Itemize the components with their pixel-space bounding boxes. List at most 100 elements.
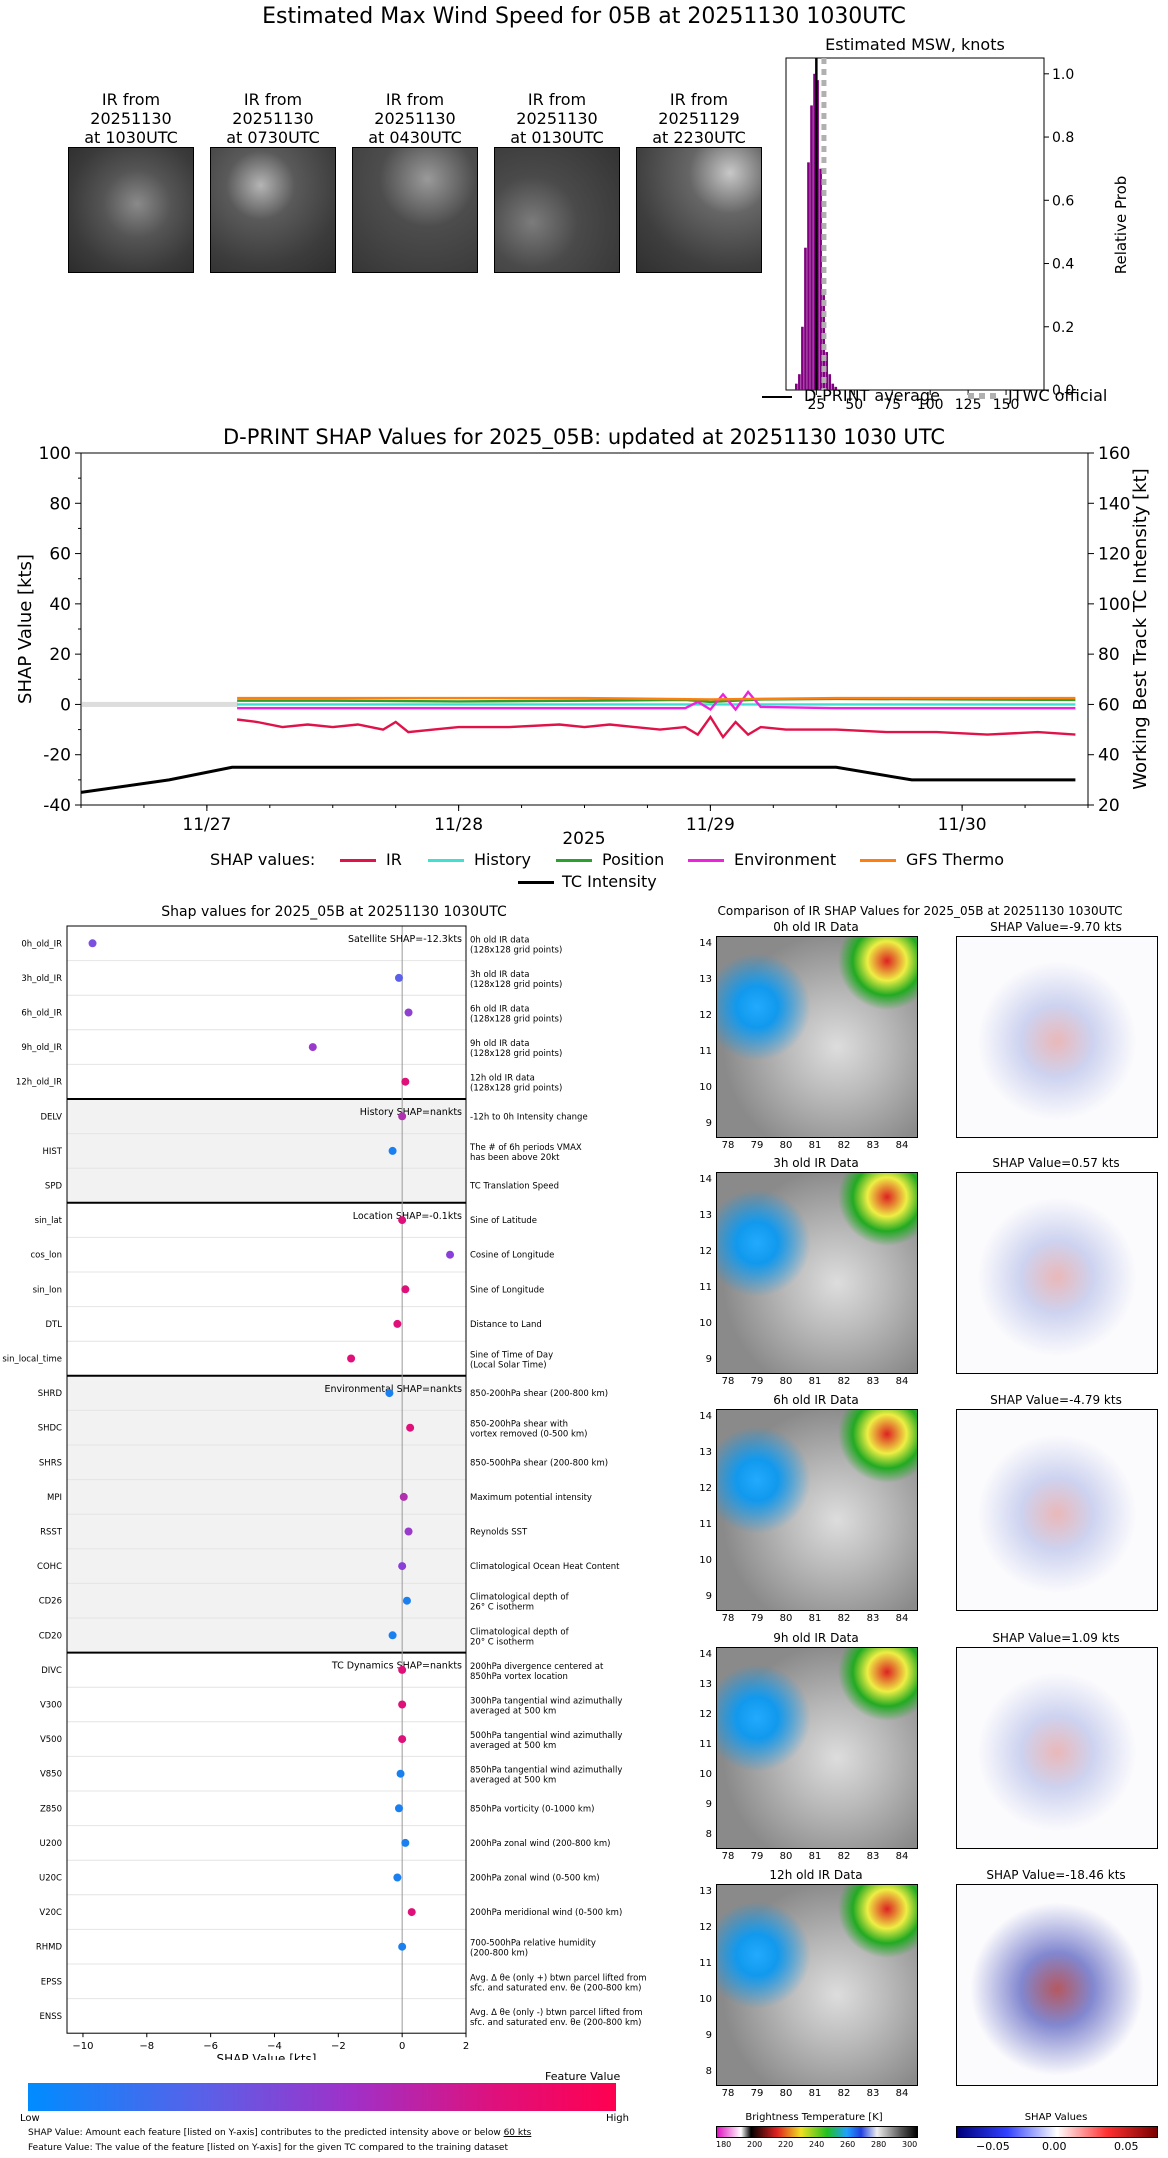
feature-dot bbox=[388, 1146, 397, 1155]
ir-x-tick-label: 83 bbox=[866, 1140, 880, 1151]
ir-y-tick-label: 9 bbox=[705, 1354, 712, 1365]
sv-colorbar-title: SHAP Values bbox=[1024, 2112, 1088, 2123]
y-tick-label: 0.8 bbox=[1052, 130, 1074, 146]
feature-dot bbox=[308, 1043, 317, 1052]
feature-desc: Climatological depth of bbox=[470, 1593, 570, 1603]
x-tick-label: −8 bbox=[139, 2041, 154, 2052]
ir-x-tick-label: 82 bbox=[837, 1376, 851, 1387]
feature-desc: 200hPa zonal wind (0-500 km) bbox=[470, 1874, 600, 1884]
feature-desc: 850-500hPa shear (200-800 km) bbox=[470, 1458, 608, 1468]
histogram-bar bbox=[822, 295, 825, 390]
feature-name: V850 bbox=[40, 1770, 62, 1780]
ir-image bbox=[716, 1884, 918, 2086]
feature-dot bbox=[347, 1354, 356, 1363]
legend-environment: Environment bbox=[734, 850, 837, 869]
ir-y-tick-label: 10 bbox=[699, 1082, 712, 1093]
environment-swatch bbox=[688, 859, 724, 862]
feature-name: V20C bbox=[39, 1908, 62, 1918]
ir-y-tick-label: 9 bbox=[705, 1591, 712, 1602]
feature-dot bbox=[406, 1423, 415, 1432]
feature-desc: (128x128 grid points) bbox=[470, 1015, 562, 1025]
shap-image bbox=[956, 936, 1158, 1138]
histogram-bar bbox=[795, 383, 798, 390]
feature-desc: 6h old IR data bbox=[470, 1005, 529, 1015]
ir-y-tick-label: 10 bbox=[699, 1994, 712, 2005]
footnote-shap: SHAP Value: Amount each feature [listed … bbox=[28, 2128, 532, 2138]
group-label: Satellite SHAP=-12.3kts bbox=[348, 934, 462, 945]
ir-thumbnail-image bbox=[68, 147, 194, 273]
feature-desc: averaged at 500 km bbox=[470, 1776, 556, 1786]
ir-image bbox=[716, 936, 918, 1138]
ir-x-tick-label: 78 bbox=[721, 1613, 735, 1624]
group-label: Location SHAP=-0.1kts bbox=[353, 1211, 462, 1222]
feature-desc: Distance to Land bbox=[470, 1320, 542, 1330]
series-line-tc-intensity bbox=[80, 765, 1076, 794]
ir-x-tick-label: 78 bbox=[721, 2088, 735, 2099]
sv-tick-label: −0.05 bbox=[976, 2140, 1010, 2153]
feature-desc: (128x128 grid points) bbox=[470, 945, 562, 955]
ir-y-tick-label: 9 bbox=[705, 1118, 712, 1129]
feature-dot bbox=[401, 1285, 410, 1294]
feature-name: COHC bbox=[37, 1562, 62, 1572]
feature-dot bbox=[398, 1665, 407, 1674]
x-tick-label: −6 bbox=[203, 2041, 218, 2052]
avg-line-swatch bbox=[762, 396, 792, 398]
timeseries-lines bbox=[80, 689, 1076, 794]
ir-x-tick-label: 81 bbox=[808, 1851, 822, 1862]
legend-prefix: SHAP values: bbox=[210, 850, 316, 869]
feature-dot bbox=[88, 939, 97, 948]
timeseries-title: D-PRINT SHAP Values for 2025_05B: update… bbox=[223, 425, 945, 450]
x-tick-label: 11/28 bbox=[434, 815, 483, 835]
left-tick-label: 80 bbox=[49, 494, 71, 514]
histogram-bar bbox=[828, 374, 832, 390]
feature-dot bbox=[401, 1077, 410, 1086]
ir-x-tick-label: 80 bbox=[779, 1376, 793, 1387]
feature-dot bbox=[399, 1492, 408, 1501]
feature-desc: Reynolds SST bbox=[470, 1528, 528, 1538]
thumbnail-2: IR from 20251130 at 0730UTC bbox=[210, 90, 336, 273]
ir-y-tick-label: 13 bbox=[699, 974, 712, 985]
ir-image bbox=[716, 1647, 918, 1849]
feature-dot bbox=[398, 1942, 407, 1951]
feature-dot bbox=[402, 1596, 411, 1605]
ir-x-tick-label: 82 bbox=[837, 1140, 851, 1151]
ir-x-tick-label: 82 bbox=[837, 1613, 851, 1624]
feature-desc: Avg. Δ θe (only +) btwn parcel lifted fr… bbox=[470, 1973, 647, 1983]
histogram-bar bbox=[825, 352, 829, 390]
feature-desc: (128x128 grid points) bbox=[470, 1049, 562, 1059]
ir-x-tick-label: 84 bbox=[895, 1851, 909, 1862]
page-title: Estimated Max Wind Speed for 05B at 2025… bbox=[262, 4, 906, 29]
feature-desc: averaged at 500 km bbox=[470, 1707, 556, 1717]
series-line-gfs-thermo bbox=[237, 696, 1076, 701]
feature-desc: Sine of Latitude bbox=[470, 1216, 537, 1226]
ir-x-tick-label: 79 bbox=[750, 1140, 764, 1151]
group-backgrounds bbox=[67, 926, 466, 2034]
feature-dot bbox=[393, 1873, 402, 1882]
group-label: Environmental SHAP=nankts bbox=[324, 1384, 462, 1395]
timeseries-x-ticks: 11/27 11/28 11/29 11/30 bbox=[80, 805, 1089, 835]
histogram-x-ticks: 25 50 75 100 125 150 bbox=[807, 390, 1019, 410]
ir-x-tick-label: 78 bbox=[721, 1140, 735, 1151]
feature-dot bbox=[398, 1562, 407, 1571]
feature-desc: 20° C isotherm bbox=[470, 1637, 534, 1647]
timeseries-frame bbox=[80, 452, 1089, 806]
right-tick-label: 60 bbox=[1098, 695, 1120, 715]
bt-tick-label: 240 bbox=[809, 2140, 825, 2149]
feature-name: MPI bbox=[47, 1493, 62, 1503]
thumbnail-label: IR from 20251130 at 1030UTC bbox=[84, 90, 178, 147]
feature-desc: Maximum potential intensity bbox=[470, 1493, 592, 1503]
feature-desc: 500hPa tangential wind azimuthally bbox=[470, 1731, 622, 1741]
histogram-bars bbox=[795, 58, 838, 391]
left-tick-label: 20 bbox=[49, 645, 71, 665]
histogram-bar bbox=[810, 105, 813, 390]
ir-image bbox=[716, 1172, 918, 1374]
ir-x-tick-label: 84 bbox=[895, 1613, 909, 1624]
x-tick-label: 75 bbox=[883, 397, 901, 410]
ir-y-tick-label: 9 bbox=[705, 2030, 712, 2041]
feature-desc: 0h old IR data bbox=[470, 935, 529, 945]
feature-name: cos_lon bbox=[30, 1251, 62, 1261]
sv-colorbar bbox=[956, 2126, 1158, 2138]
feature-name: EPSS bbox=[41, 1977, 62, 1987]
feature-desc: 850-200hPa shear with bbox=[470, 1420, 568, 1430]
feature-desc: Sine of Time of Day bbox=[470, 1351, 553, 1361]
